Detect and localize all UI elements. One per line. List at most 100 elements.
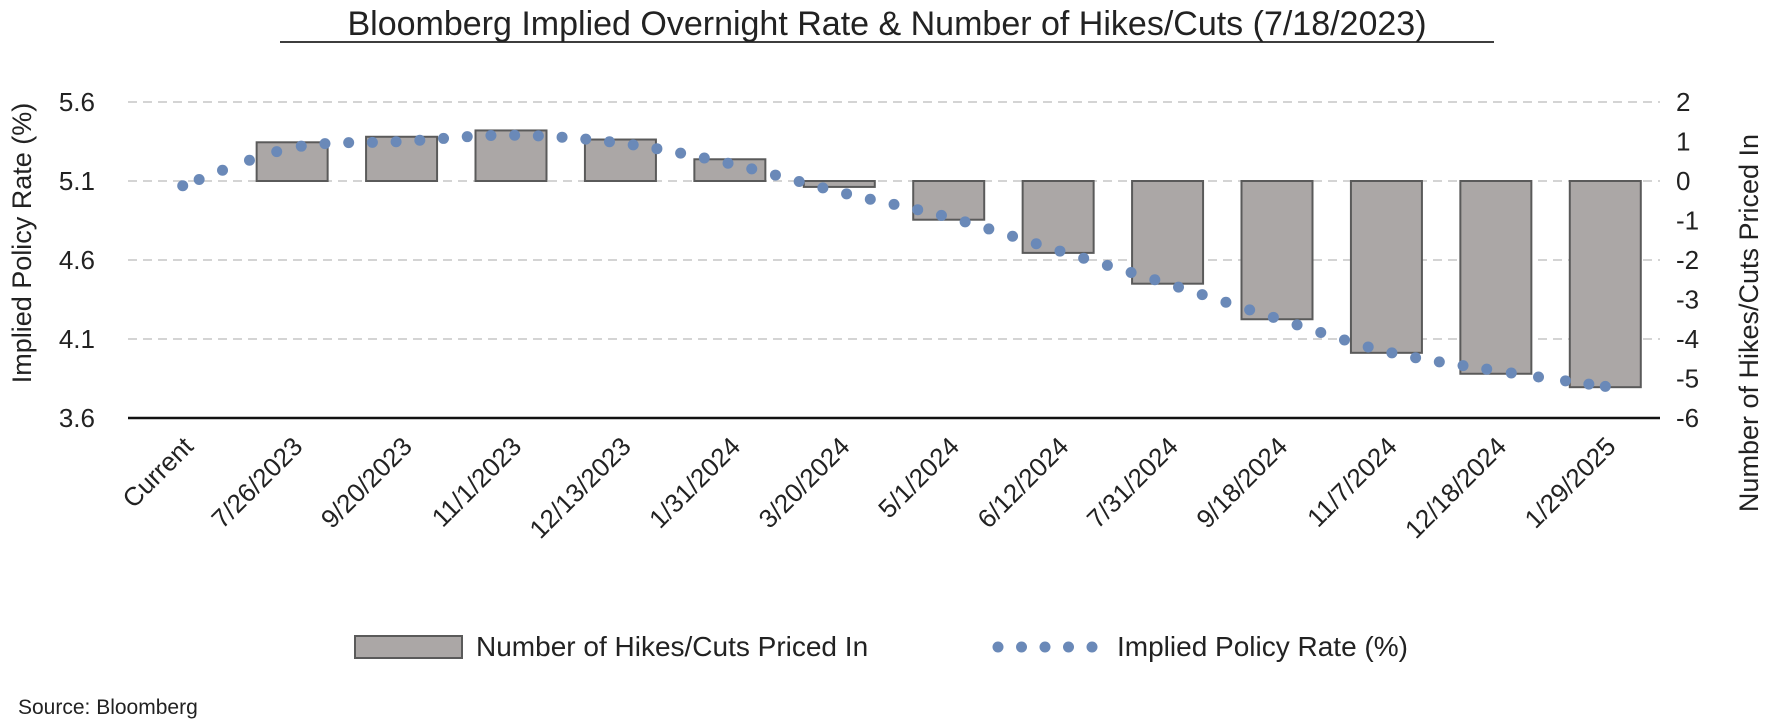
bar: [1131, 180, 1205, 285]
right-tick-label: 0: [1676, 166, 1690, 196]
x-tick-label: 12/13/2023: [523, 431, 636, 544]
rate-dot: [1315, 327, 1327, 339]
rate-dot: [343, 137, 355, 149]
grid-lines: [128, 101, 1660, 340]
rate-dot: [580, 133, 592, 145]
rate-dot: [675, 147, 687, 159]
rate-dot: [698, 152, 710, 164]
left-tick-label: 5.6: [59, 87, 95, 117]
rate-dot: [532, 130, 544, 142]
right-tick-label: -6: [1676, 403, 1699, 433]
rate-dot: [271, 146, 283, 158]
rate-dot: [1078, 252, 1090, 264]
rate-dot: [243, 154, 255, 166]
rate-dot: [1054, 245, 1066, 257]
legend: Number of Hikes/Cuts Priced In Implied P…: [354, 631, 1408, 662]
rate-dot: [438, 132, 450, 144]
rate-dot: [1559, 375, 1571, 387]
rate-dot: [912, 204, 924, 216]
rate-dot: [1533, 371, 1545, 383]
rate-dot: [817, 182, 829, 194]
x-tick-label: 12/18/2024: [1399, 431, 1512, 544]
legend-bar-swatch: [354, 635, 463, 659]
rate-dot: [193, 173, 205, 185]
bar: [912, 180, 986, 221]
rate-dot: [485, 129, 497, 141]
x-axis-ticks: Current 7/26/2023 9/20/2023 11/1/202312/13/…: [116, 430, 1621, 544]
rate-dot: [1386, 347, 1398, 359]
bar: [1568, 180, 1642, 389]
legend-bar-label: Number of Hikes/Cuts Priced In: [476, 631, 868, 662]
x-tick-label: 1/31/2024: [643, 431, 746, 534]
rate-dot: [1338, 334, 1350, 346]
right-tick-label: -3: [1676, 285, 1699, 315]
rate-dot: [1125, 267, 1137, 279]
left-tick-label: 5.1: [59, 166, 95, 196]
legend-dot-swatch: [992, 641, 1098, 653]
rate-dot: [1291, 319, 1303, 331]
x-tick-label: Current: [116, 430, 199, 513]
rate-dot: [217, 164, 229, 176]
legend-dot: [1086, 641, 1098, 653]
right-tick-label: -2: [1676, 245, 1699, 275]
rate-dot: [651, 143, 663, 155]
rate-dot: [959, 216, 971, 228]
x-tick-label: 9/20/2023: [315, 431, 418, 534]
rate-dot: [414, 134, 426, 146]
rate-dot: [1457, 360, 1469, 372]
rate-dot: [1267, 311, 1279, 323]
legend-dot: [1039, 641, 1051, 653]
bar: [802, 180, 876, 188]
rate-dot: [746, 163, 758, 175]
x-tick-label: 9/18/2024: [1190, 431, 1293, 534]
right-tick-label: -4: [1676, 324, 1699, 354]
legend-dot: [1016, 641, 1027, 653]
left-tick-label: 4.6: [59, 245, 95, 275]
right-tick-label: 1: [1676, 127, 1690, 157]
left-tick-label: 3.6: [59, 403, 95, 433]
left-axis-label: Implied Policy Rate (%): [7, 103, 37, 384]
bar: [365, 135, 439, 182]
rate-dot: [1410, 352, 1422, 364]
rate-dot: [1007, 230, 1019, 242]
rate-dot: [1244, 304, 1256, 316]
rate-dot: [1196, 289, 1208, 301]
right-axis-ticks: -6 -5 -4 -3 -2 -1 0 1 2: [1676, 87, 1699, 433]
legend-dot: [992, 641, 1004, 653]
x-tick-label: 1/29/2025: [1519, 431, 1622, 534]
rate-dot: [1433, 356, 1445, 368]
rate-dot: [983, 223, 995, 235]
source-note: Source: Bloomberg: [18, 696, 198, 719]
bar: [1240, 180, 1314, 321]
rate-dot: [841, 188, 853, 200]
dot-series: [177, 129, 1611, 392]
x-tick-label: 5/1/2024: [872, 431, 965, 524]
rate-dot: [793, 176, 805, 188]
rate-dot: [1149, 274, 1161, 286]
bar: [583, 138, 657, 182]
rate-dot: [888, 198, 900, 210]
rate-dot: [722, 157, 734, 169]
rate-dot: [769, 169, 781, 181]
bar: [1459, 180, 1533, 375]
rate-dot: [461, 131, 473, 143]
right-tick-label: 2: [1676, 87, 1690, 117]
right-tick-label: -1: [1676, 206, 1699, 236]
rate-dot: [603, 136, 615, 148]
x-tick-label: 11/7/2024: [1301, 431, 1403, 533]
rate-dot: [1583, 378, 1595, 390]
left-axis-ticks: 3.6 4.1 4.6 5.1 5.6: [59, 87, 95, 433]
rate-dot: [1173, 281, 1185, 293]
bar: [1349, 180, 1423, 354]
rate-dot: [177, 180, 189, 192]
x-tick-label: 7/31/2024: [1081, 431, 1184, 534]
rate-dot: [864, 193, 876, 205]
x-tick-label: 11/1/2023: [426, 431, 528, 533]
rate-dot: [1101, 259, 1113, 271]
right-tick-label: -5: [1676, 364, 1699, 394]
rate-dot: [509, 129, 521, 141]
rate-dot: [1220, 296, 1232, 308]
rate-dot: [1599, 380, 1611, 392]
rate-dot: [935, 209, 947, 221]
